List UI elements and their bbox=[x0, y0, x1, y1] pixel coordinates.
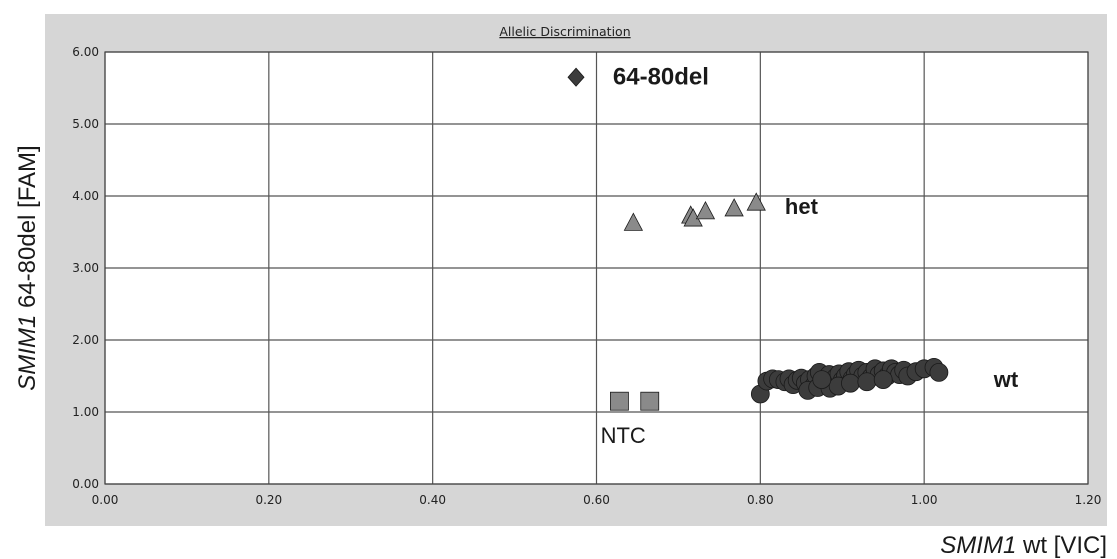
chart-title: Allelic Discrimination bbox=[499, 24, 630, 39]
data-points bbox=[567, 67, 949, 411]
y-tick-label: 2.00 bbox=[72, 333, 99, 347]
x-axis-label-italic: SMIM1 bbox=[940, 532, 1016, 559]
square-point bbox=[640, 391, 660, 411]
y-tick-label: 4.00 bbox=[72, 189, 99, 203]
x-tick-label: 0.40 bbox=[419, 493, 446, 507]
triangle-point bbox=[746, 192, 766, 211]
plot-border bbox=[104, 51, 1089, 485]
circle-point bbox=[857, 372, 877, 392]
diamond-point bbox=[567, 67, 585, 87]
x-axis-label: SMIM1 wt [VIC] bbox=[940, 532, 1107, 559]
y-axis-label: SMIM1 64-80del [FAM] bbox=[14, 145, 41, 390]
cluster-label: NTC bbox=[601, 423, 646, 448]
y-axis-label-italic: SMIM1 bbox=[14, 315, 41, 391]
x-tick-label: 0.80 bbox=[747, 493, 774, 507]
tick-labels: 0.00 0.20 0.40 0.60 0.80 1.00 1.20 0.00 1.00 2.00… bbox=[72, 45, 1101, 507]
triangle-point bbox=[695, 200, 716, 220]
circle-point bbox=[873, 370, 893, 390]
y-tick-label: 0.00 bbox=[72, 477, 99, 491]
cluster-label: wt bbox=[993, 367, 1019, 392]
y-tick-label: 6.00 bbox=[72, 45, 99, 59]
triangle-point bbox=[623, 212, 644, 231]
x-tick-label: 0.00 bbox=[92, 493, 119, 507]
x-tick-label: 1.00 bbox=[911, 493, 938, 507]
x-tick-label: 1.20 bbox=[1075, 493, 1102, 507]
triangle-point bbox=[724, 198, 744, 217]
circle-point bbox=[812, 370, 832, 390]
cluster-label: 64-80del bbox=[613, 63, 709, 90]
cluster-labels: 64-80del het NTC wt bbox=[601, 63, 1019, 448]
y-tick-label: 3.00 bbox=[72, 261, 99, 275]
circle-point bbox=[929, 362, 949, 382]
x-axis-label-rest: wt [VIC] bbox=[1016, 532, 1107, 559]
x-tick-label: 0.20 bbox=[255, 493, 282, 507]
y-tick-label: 5.00 bbox=[72, 117, 99, 131]
y-tick-label: 1.00 bbox=[72, 405, 99, 419]
square-point bbox=[610, 391, 629, 411]
circle-point bbox=[841, 373, 860, 393]
y-axis-label-rest: 64-80del [FAM] bbox=[14, 145, 41, 314]
x-tick-label: 0.60 bbox=[583, 493, 610, 507]
cluster-label: het bbox=[785, 194, 819, 219]
